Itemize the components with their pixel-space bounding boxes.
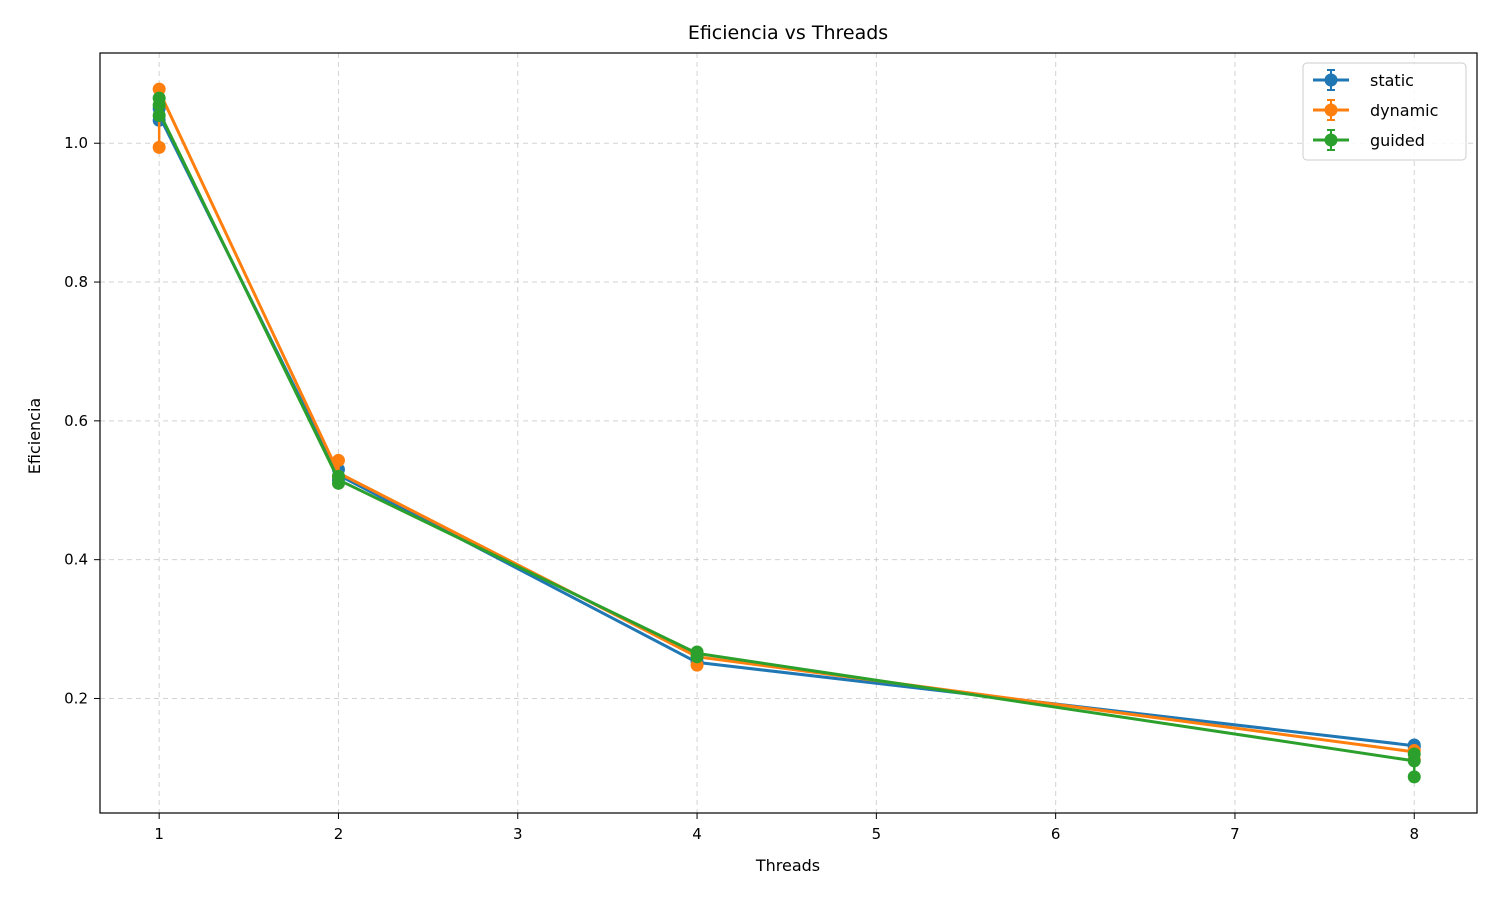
y-tick-label: 1.0 <box>64 134 88 152</box>
series-line-guided <box>157 111 1415 763</box>
data-point-guided <box>152 108 166 122</box>
legend-label-dynamic: dynamic <box>1370 101 1438 120</box>
y-tick-label: 0.4 <box>64 551 88 569</box>
x-tick-label: 6 <box>1051 825 1061 843</box>
x-axis-label: Threads <box>755 856 820 875</box>
series-layer <box>152 82 1421 784</box>
legend: static dynamic guided <box>1302 62 1467 161</box>
legend-item-guided: guided <box>1313 129 1425 151</box>
x-tick-label: 1 <box>154 825 164 843</box>
x-tick-label: 2 <box>334 825 344 843</box>
data-point-guided <box>152 98 166 112</box>
data-point-guided <box>1407 770 1421 784</box>
y-tick-label: 0.6 <box>64 412 88 430</box>
data-point-dynamic <box>331 453 345 467</box>
x-tick-label: 3 <box>513 825 523 843</box>
x-axis-ticks: 1 2 3 4 5 6 7 8 <box>154 813 1419 843</box>
legend-item-dynamic: dynamic <box>1313 99 1438 121</box>
chart-title: Eficiencia vs Threads <box>688 22 888 44</box>
legend-box <box>1302 62 1467 161</box>
data-point-guided <box>690 645 704 659</box>
x-tick-label: 7 <box>1230 825 1240 843</box>
y-tick-label: 0.2 <box>64 689 88 707</box>
grid-lines <box>100 53 1477 813</box>
y-axis-ticks: 0.2 0.4 0.6 0.8 1.0 <box>64 134 100 707</box>
x-tick-label: 5 <box>872 825 882 843</box>
legend-item-static: static <box>1313 69 1414 91</box>
data-point-guided <box>1407 754 1421 768</box>
y-axis-label: Eficiencia <box>25 398 44 474</box>
y-tick-label: 0.8 <box>64 273 88 291</box>
plot-area-frame <box>99 52 1478 814</box>
legend-label-guided: guided <box>1370 131 1425 150</box>
legend-marker-dynamic <box>1324 103 1338 117</box>
x-tick-label: 8 <box>1409 825 1419 843</box>
legend-label-static: static <box>1370 71 1414 90</box>
data-point-guided <box>331 469 345 483</box>
series-line-dynamic <box>157 90 1415 754</box>
x-tick-label: 4 <box>692 825 702 843</box>
series-guided <box>152 91 1421 784</box>
data-point-dynamic <box>152 82 166 96</box>
legend-marker-static <box>1324 73 1338 87</box>
legend-marker-guided <box>1324 133 1338 147</box>
data-point-dynamic <box>152 140 166 154</box>
